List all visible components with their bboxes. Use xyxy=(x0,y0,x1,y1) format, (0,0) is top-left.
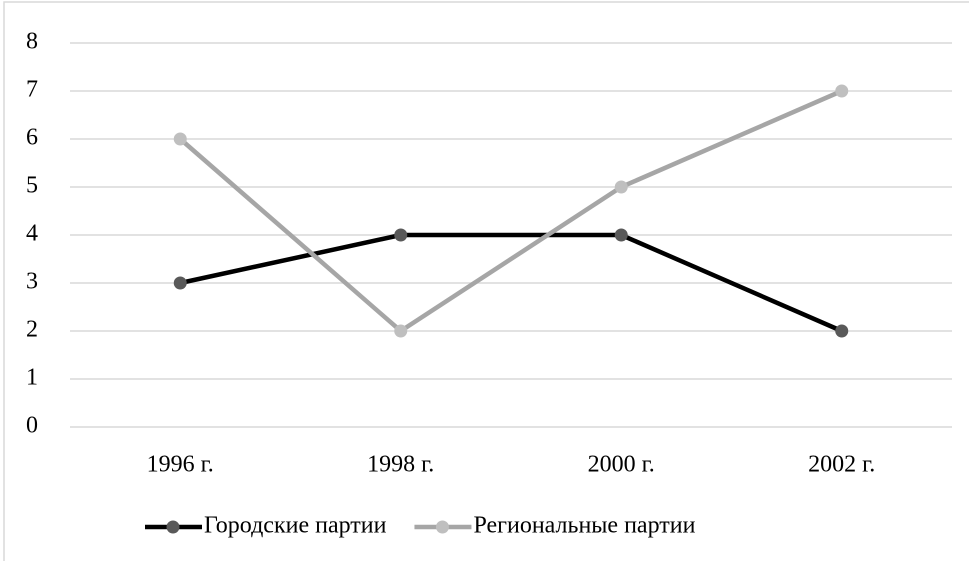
y-tick-label: 7 xyxy=(26,77,38,103)
data-point xyxy=(173,276,187,290)
y-tick-label: 0 xyxy=(26,413,38,439)
x-tick-label: 2000 г. xyxy=(588,452,655,478)
legend-label: Городские партии xyxy=(204,513,387,539)
series-line xyxy=(178,88,843,334)
data-point xyxy=(614,228,628,242)
y-tick-label: 6 xyxy=(26,125,38,151)
y-tick-label: 2 xyxy=(26,317,38,343)
x-tick-label: 1998 г. xyxy=(367,452,434,478)
data-point xyxy=(394,228,408,242)
series-line xyxy=(179,232,843,334)
y-tick-label: 4 xyxy=(26,221,38,247)
legend-marker xyxy=(166,520,180,534)
x-tick-label: 2002 г. xyxy=(808,452,875,478)
chart-border xyxy=(3,1,969,561)
y-tick-label: 8 xyxy=(26,29,38,55)
legend-label: Региональные партии xyxy=(473,513,695,539)
legend-marker xyxy=(435,520,449,534)
data-point xyxy=(835,324,849,338)
data-point xyxy=(394,324,408,338)
data-point xyxy=(614,180,628,194)
x-tick-label: 1996 г. xyxy=(147,452,214,478)
data-point xyxy=(835,84,849,98)
data-point xyxy=(173,132,187,146)
y-tick-label: 3 xyxy=(26,269,38,295)
y-tick-label: 5 xyxy=(26,173,38,199)
y-tick-label: 1 xyxy=(26,365,38,391)
